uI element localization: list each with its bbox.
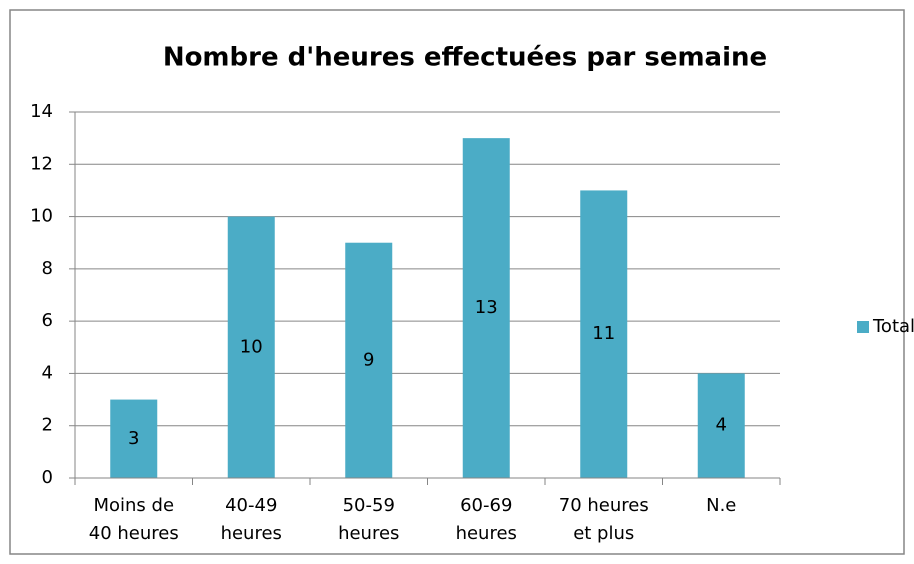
x-tick-label: 70 heures et plus: [558, 495, 649, 544]
data-label: 9: [363, 349, 374, 370]
x-tick-label: 50-59 heures: [338, 495, 400, 544]
y-tick-label: 4: [42, 362, 53, 383]
legend-label: Total: [872, 316, 914, 337]
y-tick-label: 8: [42, 258, 53, 279]
x-tick-label: Moins de 40 heures: [88, 495, 179, 544]
y-tick-label: 12: [30, 153, 53, 174]
y-tick-label: 0: [42, 467, 53, 488]
y-tick-label: 2: [42, 415, 53, 436]
data-label: 4: [716, 415, 727, 436]
x-tick-label: 60-69 heures: [455, 495, 517, 544]
x-tick-label: N.e: [706, 495, 737, 516]
bar: [227, 216, 275, 479]
y-tick-label: 6: [42, 310, 53, 331]
chart-border: [9, 9, 905, 555]
bar: [580, 190, 628, 478]
bar: [697, 373, 745, 478]
bar: [110, 399, 158, 478]
x-tick-label: 40-49 heures: [220, 495, 282, 544]
bar: [345, 242, 393, 478]
y-tick-label: 14: [30, 101, 53, 122]
legend-swatch: [857, 321, 869, 333]
chart-title: Nombre d'heures effectuées par semaine: [163, 43, 767, 73]
data-label: 3: [128, 428, 139, 449]
y-tick-label: 10: [30, 206, 53, 227]
bar: [462, 138, 510, 478]
data-label: 10: [240, 336, 263, 357]
data-label: 13: [475, 297, 498, 318]
data-label: 11: [592, 323, 615, 344]
